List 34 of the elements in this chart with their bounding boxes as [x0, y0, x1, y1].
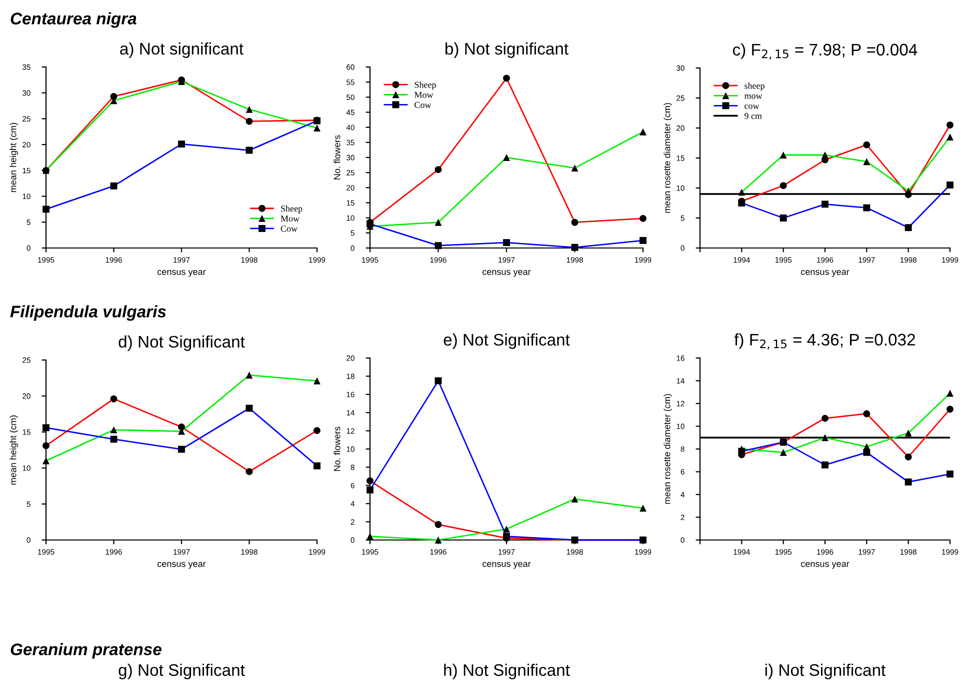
text: i) Not Significant	[765, 664, 886, 680]
x-axis-title: census year	[158, 562, 206, 569]
x-axis-title: census year	[801, 270, 850, 277]
legend-label: 9 cm	[744, 112, 762, 119]
legend-label: sheep	[744, 82, 764, 91]
x-axis-title: census year	[482, 562, 531, 569]
y-axis-title: mean height (cm)	[10, 415, 18, 485]
y-axis-title: mean rosette diameter (cm)	[664, 103, 672, 213]
chart-title: d) Not Significant	[118, 335, 245, 351]
text: Centaurea nigra	[10, 12, 136, 28]
text: h) Not Significant	[444, 664, 570, 680]
x-axis-title: census year	[801, 562, 850, 569]
y-axis-title: No. flowers	[334, 426, 340, 471]
chart-title: b) Not significant	[446, 42, 568, 58]
legend-label: Sheep	[414, 82, 436, 90]
chart-title: e) Not Significant	[444, 333, 570, 349]
legend-label: Mow	[414, 92, 434, 98]
text: Filipendula vulgaris	[10, 305, 166, 321]
legend-label: Sheep	[281, 205, 302, 214]
x-axis-title: census year	[482, 270, 531, 277]
chart-title: a) Not significant	[120, 42, 244, 58]
legend-label: Mow	[280, 216, 300, 222]
y-axis-title: No. flowers	[334, 135, 340, 180]
text: Geranium pratense	[10, 643, 162, 659]
x-axis-title: census year	[158, 270, 206, 277]
chart-title: f) F$_{2,15}$ = 4.36; P =0.032	[734, 333, 915, 350]
chart-title: c) F$_{2,15}$ = 7.98; P =0.004	[732, 43, 918, 60]
legend-label: Cow	[414, 102, 432, 108]
y-axis-title: mean height (cm)	[10, 122, 18, 192]
y-axis-title: mean rosette diameter (cm)	[664, 394, 672, 504]
legend-label: mow	[744, 94, 762, 99]
legend-label: cow	[744, 104, 760, 109]
legend-label: Cow	[280, 226, 298, 232]
text: g) Not Significant	[118, 664, 245, 680]
